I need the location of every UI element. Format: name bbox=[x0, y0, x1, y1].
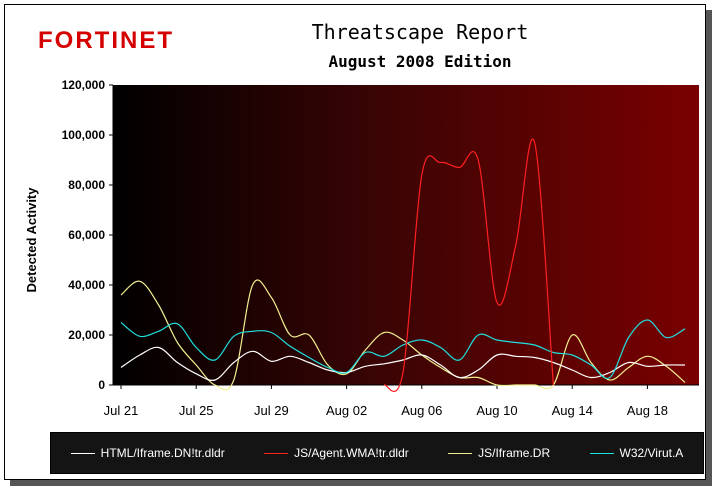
chart-title: Threatscape Report bbox=[311, 20, 529, 44]
series-layer bbox=[120, 138, 686, 393]
legend-item-1: JS/Agent.WMA!tr.dldr bbox=[264, 446, 409, 460]
fortinet-logo-graphic: FORTINET bbox=[38, 27, 174, 54]
legend-item-3: W32/Virut.A bbox=[589, 446, 684, 460]
y-tick-label: 80,000 bbox=[68, 178, 105, 192]
legend-item-2: JS/Iframe.DR bbox=[448, 446, 550, 460]
x-tick-label: Aug 10 bbox=[476, 403, 517, 418]
x-tick-label: Jul 29 bbox=[254, 403, 289, 418]
y-tick-label: 100,000 bbox=[62, 128, 106, 142]
y-tick-label: 20,000 bbox=[68, 328, 105, 342]
x-axis: Jul 21 Jul 25 Jul 29 Aug 02 Aug 06 Aug 10 Aug … bbox=[104, 384, 699, 418]
brand-text: FORTINET bbox=[38, 27, 174, 54]
legend-swatch bbox=[589, 452, 614, 454]
chart-subtitle: August 2008 Edition bbox=[328, 52, 512, 71]
fortinet-logo: FORTINET bbox=[38, 24, 224, 59]
legend-swatch bbox=[448, 452, 473, 454]
x-tick-label: Aug 18 bbox=[627, 403, 668, 418]
legend-label: W32/Virut.A bbox=[619, 446, 684, 460]
x-tick-label: Aug 02 bbox=[326, 403, 367, 418]
x-tick-label: Aug 14 bbox=[552, 403, 593, 418]
legend-label: JS/Iframe.DR bbox=[478, 446, 551, 460]
legend-label: HTML/Iframe.DN!tr.dldr bbox=[100, 446, 225, 460]
legend-item-0: HTML/Iframe.DN!tr.dldr bbox=[70, 446, 225, 460]
x-tick-label: Jul 25 bbox=[179, 403, 214, 418]
legend-swatch bbox=[70, 452, 95, 454]
x-tick-label: Aug 06 bbox=[401, 403, 442, 418]
plot-area bbox=[113, 85, 699, 385]
y-tick-label: 40,000 bbox=[68, 278, 105, 292]
y-tick-label: 0 bbox=[98, 378, 105, 392]
y-tick-label: 60,000 bbox=[68, 228, 105, 242]
legend-label: JS/Agent.WMA!tr.dldr bbox=[294, 446, 409, 460]
y-axis-label: Detected Activity bbox=[24, 187, 39, 293]
y-tick-label: 120,000 bbox=[62, 78, 106, 92]
legend: HTML/Iframe.DN!tr.dldr JS/Agent.WMA!tr.dl… bbox=[50, 432, 704, 474]
x-tick-label: Jul 21 bbox=[104, 403, 139, 418]
series-line-3 bbox=[120, 319, 686, 380]
legend-swatch bbox=[264, 452, 289, 454]
series-line-0 bbox=[120, 346, 686, 381]
y-axis: 0 20,000 40,000 60,000 80,000 100,000 120,000 bbox=[62, 78, 114, 392]
series-line-1 bbox=[383, 138, 554, 393]
series-line-2 bbox=[120, 279, 686, 391]
